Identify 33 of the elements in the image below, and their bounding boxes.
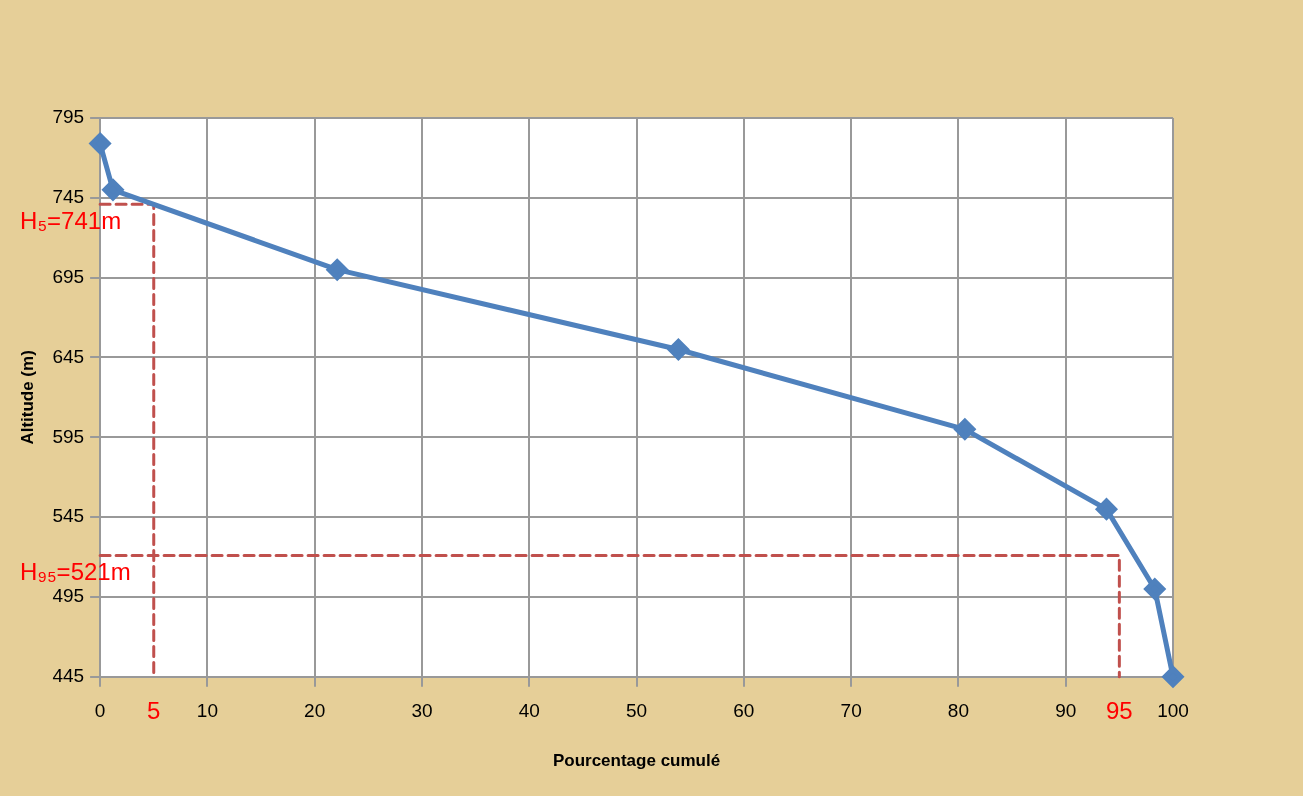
x-tick-label: 90	[1055, 700, 1077, 722]
x-tick-label: 60	[733, 700, 755, 722]
point	[667, 339, 689, 360]
x-tick-label: 10	[196, 700, 218, 722]
y-tick-label: 445	[52, 665, 85, 687]
y-tick-label: 695	[52, 265, 85, 287]
x-tick-label: 40	[518, 700, 540, 722]
y-axis-title: Altitude (m)	[17, 350, 37, 445]
annotation: 5	[147, 697, 161, 725]
x-tick-label: 70	[840, 700, 862, 722]
point	[1162, 666, 1184, 688]
x-tick-label: 30	[411, 700, 433, 722]
point	[326, 259, 348, 281]
y-tick-label: 795	[52, 106, 85, 128]
y-tick-label: 745	[52, 186, 85, 208]
point	[1144, 578, 1166, 600]
point	[102, 179, 124, 201]
point	[954, 418, 976, 440]
point	[1095, 498, 1117, 520]
x-tick-label: 0	[94, 700, 106, 722]
y-tick-label: 645	[52, 345, 85, 367]
x-tick-label: 100	[1157, 700, 1189, 722]
y-tick-label: 595	[52, 425, 85, 447]
x-tick-label: 50	[625, 700, 648, 722]
x-tick-label: 80	[947, 700, 969, 722]
annotation: 95	[1106, 697, 1133, 725]
y-tick-label: 495	[52, 585, 85, 607]
point	[89, 133, 111, 155]
annotation: H₉₅=521m	[20, 558, 131, 586]
annotation: H₅=741m	[20, 206, 122, 234]
x-tick-label: 20	[304, 700, 326, 722]
x-axis-title: Pourcentage cumulé	[552, 751, 721, 771]
y-tick-label: 545	[52, 505, 85, 527]
